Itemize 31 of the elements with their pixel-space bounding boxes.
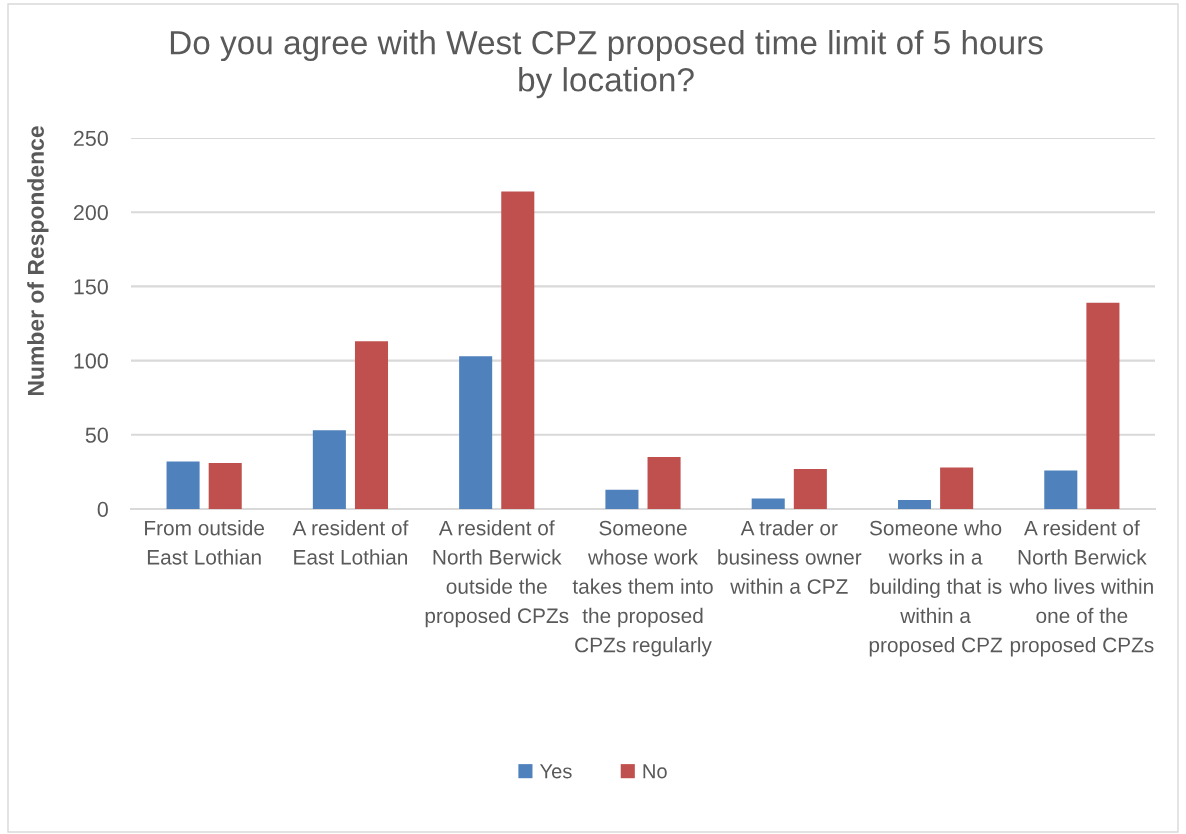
x-tick-label: From outside East Lothian: [145, 520, 265, 565]
y-tick-label: 100: [74, 353, 108, 369]
x-tick-label: A resident of North Berwick who lives within one of the proposed CPZs: [1009, 520, 1154, 657]
bar: [751, 498, 785, 509]
bar: [940, 467, 974, 509]
legend-label: Yes: [539, 764, 572, 779]
bar: [1086, 302, 1120, 509]
legend-label: No: [643, 764, 667, 779]
x-tick-label: A resident of North Berwick outside the proposed CPZs: [425, 520, 569, 628]
y-tick-label: 250: [73, 130, 108, 147]
y-axis-title: Number of Respondence: [27, 126, 49, 396]
chart-title: Do you agree with West CPZ proposed time limit of 5 hours by location?: [170, 30, 1043, 99]
bar: [208, 463, 242, 509]
bar: [459, 356, 493, 509]
bar: [312, 430, 346, 509]
bar: [501, 191, 535, 509]
bar: [793, 468, 827, 509]
bar: [1044, 470, 1078, 509]
x-tick-label: A resident of East Lothian: [292, 520, 409, 565]
bar: [647, 457, 681, 509]
bar: [166, 461, 200, 509]
y-tick-label: 200: [73, 204, 108, 221]
x-tick-label: Someone whose work takes them into the proposed CPZs regularly: [572, 520, 713, 657]
bar: [605, 489, 639, 509]
x-tick-label: A trader or business owner within a CPZ: [718, 520, 862, 594]
bar: [354, 341, 389, 509]
x-tick-label: Someone who works in a building that is within a proposed CPZ: [869, 520, 1003, 657]
y-tick-label: 50: [85, 427, 108, 443]
y-tick-label: 0: [97, 501, 108, 518]
bar: [897, 500, 932, 509]
y-tick-label: 150: [74, 279, 108, 295]
